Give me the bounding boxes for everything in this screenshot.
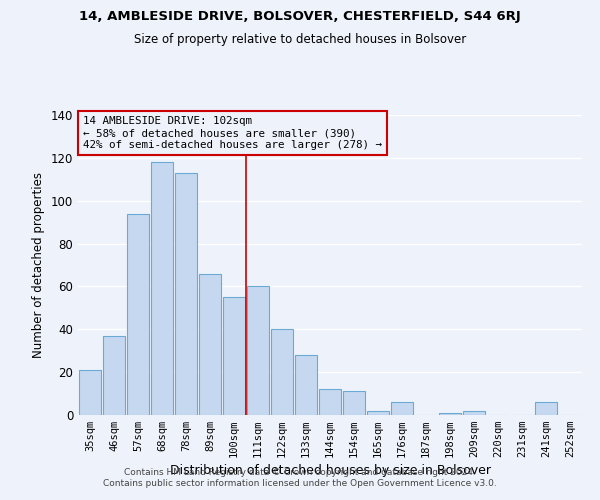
Bar [151, 162, 173, 415]
Bar [535, 402, 557, 415]
Bar [247, 286, 269, 415]
X-axis label: Distribution of detached houses by size in Bolsover: Distribution of detached houses by size … [170, 464, 491, 477]
Bar [103, 336, 125, 415]
Bar [199, 274, 221, 415]
Bar [463, 410, 485, 415]
Bar [439, 413, 461, 415]
Bar [295, 355, 317, 415]
Bar [79, 370, 101, 415]
Text: 14, AMBLESIDE DRIVE, BOLSOVER, CHESTERFIELD, S44 6RJ: 14, AMBLESIDE DRIVE, BOLSOVER, CHESTERFI… [79, 10, 521, 23]
Bar [175, 173, 197, 415]
Bar [343, 392, 365, 415]
Text: 14 AMBLESIDE DRIVE: 102sqm
← 58% of detached houses are smaller (390)
42% of sem: 14 AMBLESIDE DRIVE: 102sqm ← 58% of deta… [83, 116, 382, 150]
Bar [367, 410, 389, 415]
Text: Contains HM Land Registry data © Crown copyright and database right 2024.
Contai: Contains HM Land Registry data © Crown c… [103, 468, 497, 487]
Text: Size of property relative to detached houses in Bolsover: Size of property relative to detached ho… [134, 32, 466, 46]
Bar [223, 297, 245, 415]
Bar [319, 390, 341, 415]
Bar [127, 214, 149, 415]
Bar [391, 402, 413, 415]
Y-axis label: Number of detached properties: Number of detached properties [32, 172, 45, 358]
Bar [271, 330, 293, 415]
